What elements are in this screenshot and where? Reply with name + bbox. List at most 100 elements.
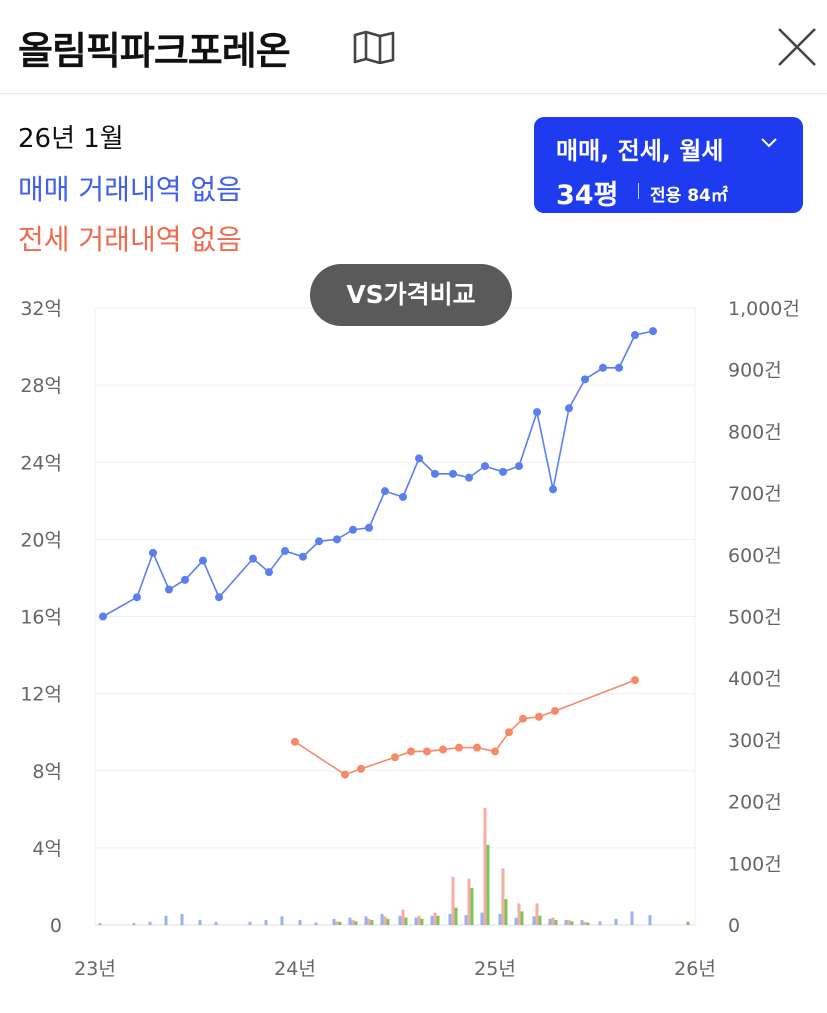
sale-price-point — [299, 552, 307, 561]
sale-volume-bar — [264, 920, 268, 925]
monthly-volume-bar — [338, 921, 342, 925]
sale-status: 매매 거래내역 없음 — [18, 173, 242, 206]
sale-volume-bar — [214, 921, 218, 925]
monthly-volume-bar — [454, 907, 458, 925]
vs-compare-button[interactable]: VS가격비교 — [310, 264, 512, 326]
jeonse-status: 전세 거래내역 없음 — [18, 223, 242, 256]
jeonse-volume-bar — [401, 909, 405, 925]
y-left-tick-label: 12억 — [20, 684, 62, 706]
sale-price-point — [449, 469, 457, 478]
sale-volume-bar — [280, 916, 284, 925]
y-right-tick-label: 1,000건 — [728, 298, 800, 320]
sale-volume-bar — [398, 915, 402, 925]
sale-volume-bar — [548, 918, 552, 925]
sale-price-point — [481, 462, 489, 471]
sale-volume-bar — [648, 915, 652, 925]
sale-volume-bar — [198, 920, 202, 925]
y-right-tick-label: 800건 — [728, 421, 782, 443]
sale-volume-bar — [332, 918, 336, 925]
sale-volume-bar — [430, 915, 434, 925]
jeonse-price-point — [357, 764, 365, 773]
monthly-volume-bar — [586, 922, 590, 925]
monthly-volume-bar — [570, 921, 574, 925]
page-title: 올림픽파크포레온 — [18, 29, 291, 73]
y-right-tick-label: 700건 — [728, 483, 782, 505]
monthly-volume-bar — [538, 915, 542, 925]
jeonse-price-point — [491, 747, 499, 756]
jeonse-volume-bar — [351, 920, 355, 925]
x-tick-label: 23년 — [74, 958, 116, 980]
monthly-volume-bar — [420, 918, 424, 925]
sale-price-point — [631, 330, 639, 339]
y-right-tick-label: 300건 — [728, 730, 782, 752]
sale-price-point — [133, 593, 141, 602]
sale-volume-bar — [380, 913, 384, 925]
y-right-tick-label: 600건 — [728, 545, 782, 567]
jeonse-price-point — [291, 737, 299, 746]
jeonse-volume-bar — [483, 807, 487, 925]
jeonse-volume-bar — [583, 921, 587, 925]
sale-volume-bar — [448, 913, 452, 925]
sale-price-point — [365, 523, 373, 532]
sale-price-point — [615, 363, 623, 372]
sale-price-point — [549, 485, 557, 494]
jeonse-volume-bar — [501, 868, 505, 925]
jeonse-volume-bar — [433, 912, 437, 925]
sale-volume-bar — [148, 921, 152, 925]
monthly-volume-bar — [470, 887, 474, 925]
sale-price-point — [649, 327, 657, 336]
monthly-volume-bar — [504, 899, 508, 925]
y-right-tick-label: 100건 — [728, 853, 782, 875]
sale-volume-bar — [180, 913, 184, 925]
jeonse-price-point — [391, 753, 399, 762]
sale-price-point — [249, 554, 257, 563]
sale-price-point — [181, 575, 189, 584]
jeonse-price-point — [535, 712, 543, 721]
jeonse-price-point — [455, 743, 463, 752]
deal-type-filter-button[interactable]: 매매, 전세, 월세 34평 전용 84㎡ — [534, 117, 803, 213]
price-chart: 0 4억 8억 12억 16억 20억 24억 28억 32억 0 100건 200건 300건 400건… — [20, 298, 800, 980]
sale-price-point — [381, 487, 389, 496]
sale-volume-bar — [614, 918, 618, 925]
jeonse-price-line — [294, 679, 636, 776]
sale-price-point — [399, 492, 407, 501]
jeonse-price-point — [519, 714, 527, 723]
monthly-volume-bar — [436, 915, 440, 925]
sale-volume-bar — [514, 917, 518, 925]
y-left-tick-label: 28억 — [20, 375, 62, 397]
jeonse-price-point — [473, 743, 481, 752]
jeonse-volume-bar — [417, 915, 421, 925]
jeonse-volume-bar — [451, 876, 455, 925]
sale-volume-bar — [98, 923, 102, 925]
map-icon[interactable] — [352, 30, 396, 64]
monthly-volume-bar — [370, 920, 374, 925]
sale-volume-bar — [364, 916, 368, 925]
y-left-tick-label: 0 — [50, 915, 62, 937]
sale-price-point — [599, 363, 607, 372]
y-left-tick-label: 20억 — [20, 529, 62, 551]
close-icon[interactable] — [774, 24, 820, 70]
sale-price-point — [165, 585, 173, 594]
sale-price-point — [431, 469, 439, 478]
jeonse-volume-bar — [335, 921, 339, 925]
sale-volume-bar — [314, 922, 318, 925]
jeonse-volume-bar — [367, 918, 371, 925]
sale-volume-bar — [532, 916, 536, 925]
monthly-volume-bar — [386, 918, 390, 925]
jeonse-volume-bar — [551, 917, 555, 925]
sale-volume-bar — [248, 921, 252, 925]
chevron-down-icon — [761, 138, 777, 148]
jeonse-price-point — [505, 728, 513, 737]
x-tick-label: 25년 — [474, 958, 516, 980]
sale-price-point — [265, 568, 273, 577]
y-left-tick-label: 32억 — [20, 298, 62, 320]
deal-types-label: 매매, 전세, 월세 — [556, 137, 724, 165]
jeonse-price-point — [423, 747, 431, 756]
jeonse-volume-bar — [383, 916, 387, 925]
y-left-tick-label: 16억 — [20, 607, 62, 629]
y-left-tick-label: 4억 — [32, 838, 62, 860]
y-right-tick-label: 500건 — [728, 607, 782, 629]
monthly-volume-bar — [520, 911, 524, 925]
y-right-tick-label: 900건 — [728, 360, 782, 382]
sale-price-point — [349, 525, 357, 534]
